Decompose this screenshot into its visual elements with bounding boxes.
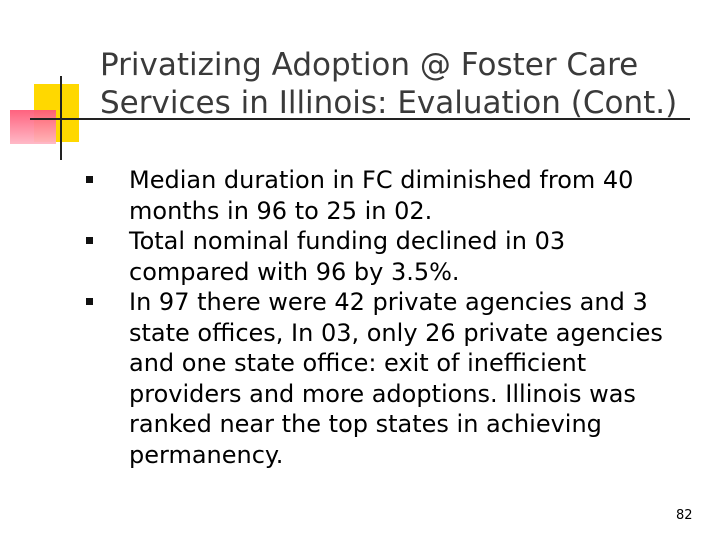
bullet-square-icon [86,176,93,183]
bullet-square-icon [86,237,93,244]
bullet-text-2: Total nominal funding declined in 03 com… [129,227,566,286]
bullet-item-1: Median duration in FC diminished from 40… [82,165,682,226]
page-number: 82 [676,508,693,523]
bullet-item-3: In 97 there were 42 private agencies and… [82,287,682,470]
bullet-text-1: Median duration in FC diminished from 40… [129,166,634,225]
bullet-item-2: Total nominal funding declined in 03 com… [82,226,682,287]
bullet-list: Median duration in FC diminished from 40… [82,165,682,470]
slide-title: Privatizing Adoption @ Foster Care Servi… [100,47,678,121]
title-underline [30,118,690,120]
bullet-text-3: In 97 there were 42 private agencies and… [129,288,663,469]
bullet-square-icon [86,298,93,305]
decorative-pink-block [10,110,56,144]
